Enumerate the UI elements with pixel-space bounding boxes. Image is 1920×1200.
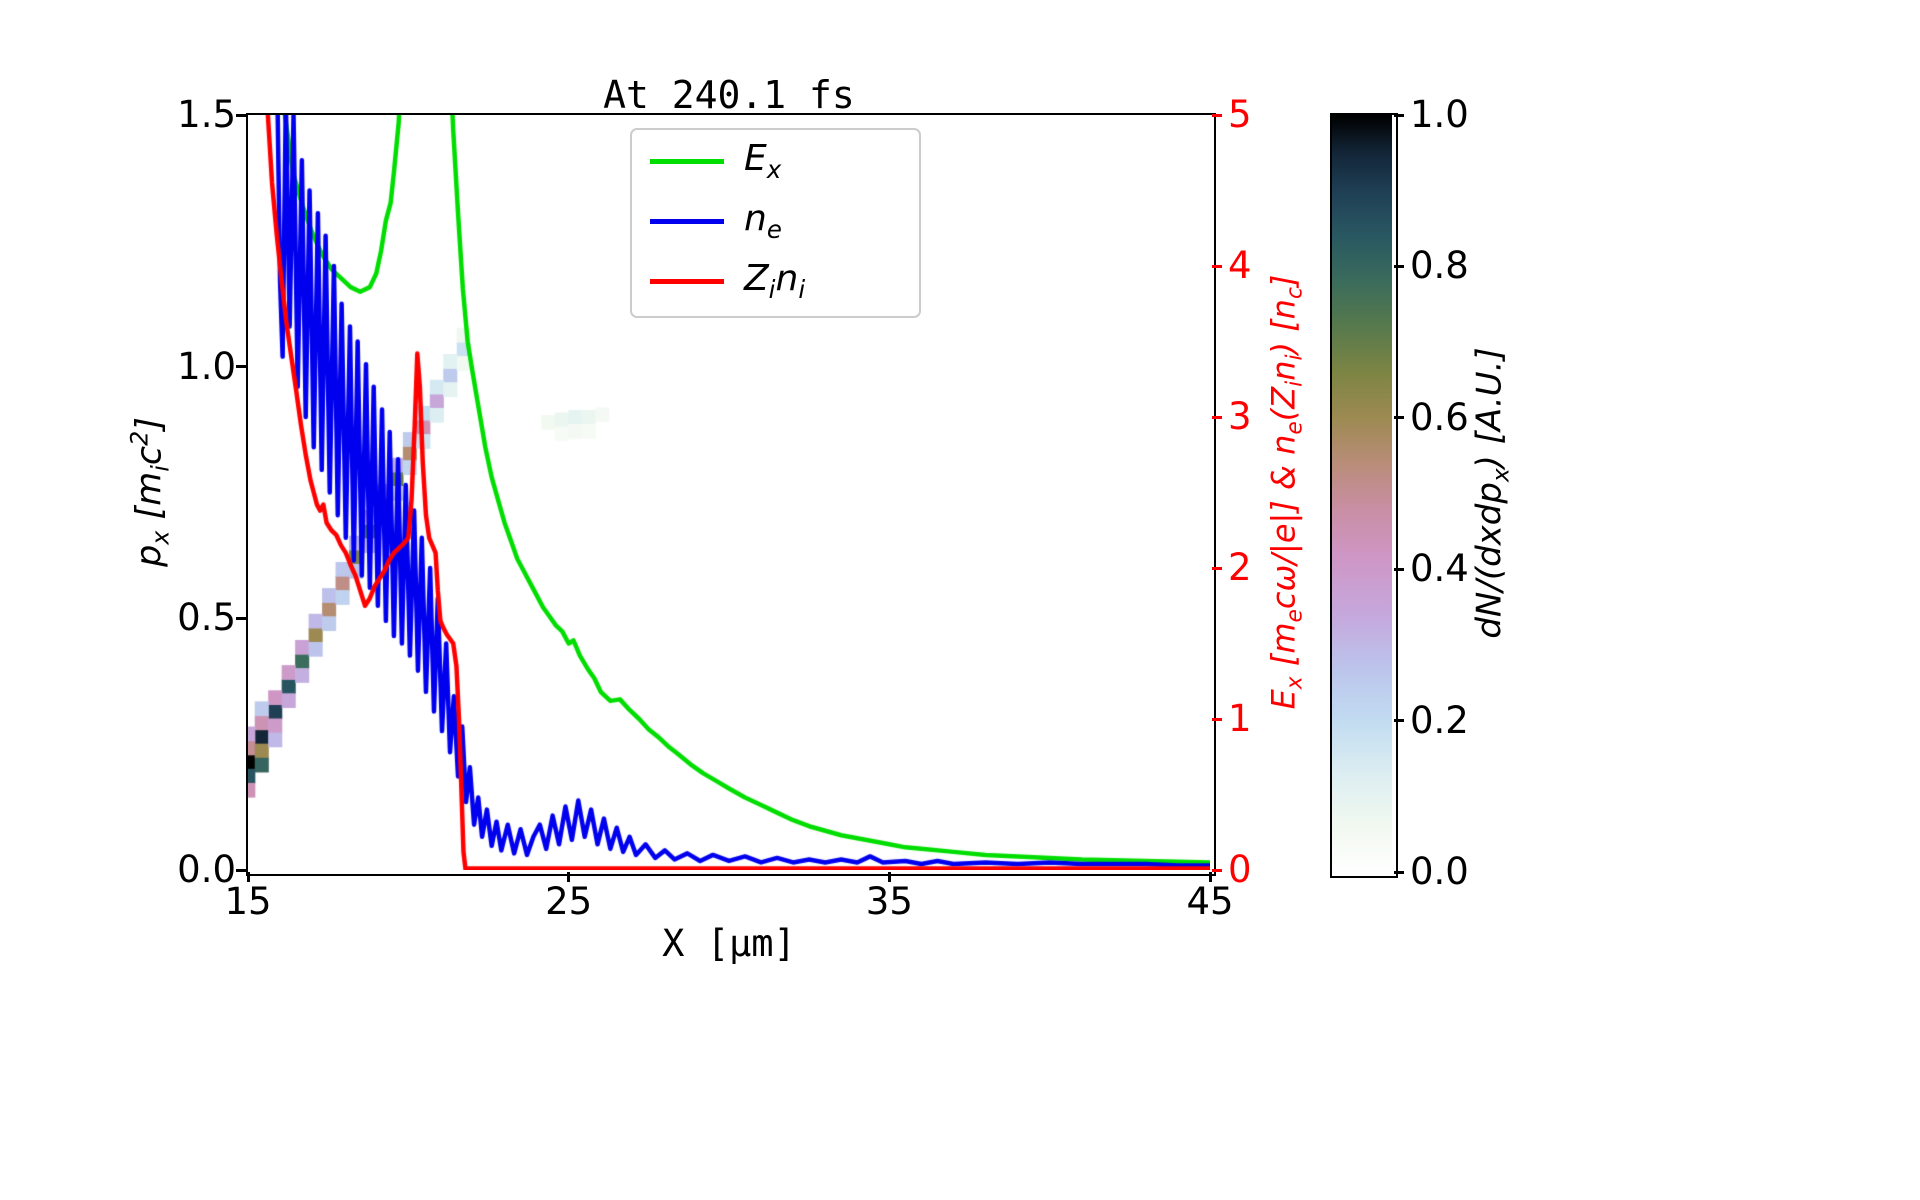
y-right-tick-mark bbox=[1212, 717, 1222, 721]
y-right-tick-mark bbox=[1212, 566, 1222, 570]
y-left-tick-label: 1.5 bbox=[177, 93, 236, 136]
colorbar-tick-mark bbox=[1394, 264, 1404, 268]
y-right-tick-label: 3 bbox=[1228, 395, 1252, 438]
y-right-tick-mark bbox=[1212, 868, 1222, 872]
plot-title: At 240.1 fs bbox=[603, 73, 855, 117]
legend-label-ex: Ex bbox=[744, 137, 782, 185]
x-tick-label: 25 bbox=[545, 880, 593, 923]
y-right-tick-label: 5 bbox=[1228, 93, 1252, 136]
colorbar-tick-mark bbox=[1394, 567, 1404, 571]
y-right-tick-mark bbox=[1212, 264, 1222, 268]
legend-line-ex-swatch bbox=[650, 158, 724, 164]
x-tick-label: 45 bbox=[1186, 880, 1234, 923]
x-tick-mark bbox=[1208, 872, 1212, 882]
plot-area bbox=[246, 113, 1216, 876]
y-left-tick-label: 0.0 bbox=[177, 848, 236, 891]
y-left-axis-label: px [mic2] bbox=[125, 417, 175, 567]
y-right-axis-label: Ex [mecω/|e|] & ne(Zini) [nc] bbox=[1264, 274, 1308, 710]
colorbar-label: dN/(dxdpx) [A.U.] bbox=[1469, 347, 1515, 639]
legend-label-zini: Zini bbox=[744, 257, 806, 305]
y-left-tick-mark bbox=[236, 868, 246, 872]
legend-line-zini-swatch bbox=[650, 278, 724, 284]
colorbar-tick-mark bbox=[1394, 416, 1404, 420]
legend-line-ne-swatch bbox=[650, 218, 724, 224]
y-right-tick-mark bbox=[1212, 415, 1222, 419]
legend-label-ne: ne bbox=[744, 197, 782, 245]
colorbar-tick-label: 1.0 bbox=[1410, 93, 1469, 136]
colorbar-tick-mark bbox=[1394, 719, 1404, 723]
legend-item-ne: ne bbox=[632, 192, 919, 250]
x-axis-label: X [μm] bbox=[662, 922, 796, 965]
colorbar-tick-label: 0.4 bbox=[1410, 547, 1469, 591]
y-right-tick-label: 2 bbox=[1228, 546, 1252, 589]
colorbar-tick-label: 0.6 bbox=[1410, 395, 1469, 439]
y-left-tick-mark bbox=[236, 616, 246, 620]
x-tick-mark bbox=[567, 872, 571, 882]
colorbar-tick-label: 0.0 bbox=[1410, 850, 1469, 893]
x-tick-mark bbox=[887, 872, 891, 882]
colorbar-canvas bbox=[1332, 115, 1392, 872]
legend: Ex ne Zini bbox=[630, 128, 921, 318]
y-right-tick-label: 1 bbox=[1228, 697, 1252, 740]
x-tick-label: 35 bbox=[865, 880, 913, 923]
legend-item-ex: Ex bbox=[632, 132, 919, 190]
colorbar-tick-mark bbox=[1394, 113, 1404, 117]
y-left-tick-label: 1.0 bbox=[177, 344, 236, 388]
y-left-tick-mark bbox=[236, 365, 246, 369]
y-left-tick-label: 0.5 bbox=[177, 596, 236, 640]
y-right-tick-label: 4 bbox=[1228, 244, 1252, 287]
colorbar-tick-label: 0.8 bbox=[1410, 244, 1469, 288]
y-right-tick-mark bbox=[1212, 113, 1222, 117]
y-left-tick-mark bbox=[236, 113, 246, 117]
colorbar-tick-mark bbox=[1394, 870, 1404, 874]
y-right-tick-label: 0 bbox=[1228, 848, 1252, 891]
colorbar bbox=[1330, 113, 1398, 878]
legend-item-zini: Zini bbox=[632, 252, 919, 310]
x-tick-mark bbox=[246, 872, 250, 882]
x-tick-label: 15 bbox=[224, 880, 272, 923]
colorbar-tick-label: 0.2 bbox=[1410, 698, 1469, 742]
